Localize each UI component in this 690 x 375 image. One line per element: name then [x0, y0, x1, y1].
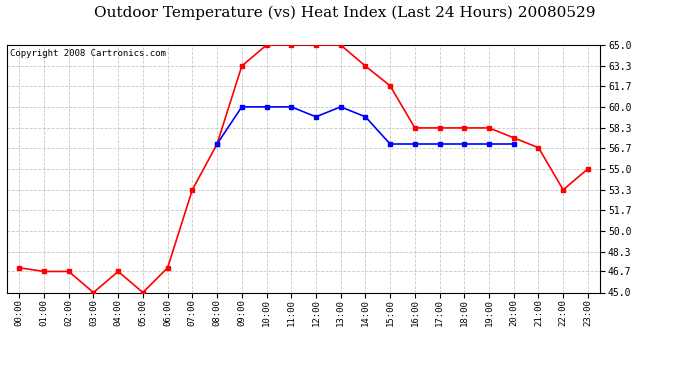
Text: Copyright 2008 Cartronics.com: Copyright 2008 Cartronics.com: [10, 49, 166, 58]
Text: Outdoor Temperature (vs) Heat Index (Last 24 Hours) 20080529: Outdoor Temperature (vs) Heat Index (Las…: [95, 6, 595, 20]
